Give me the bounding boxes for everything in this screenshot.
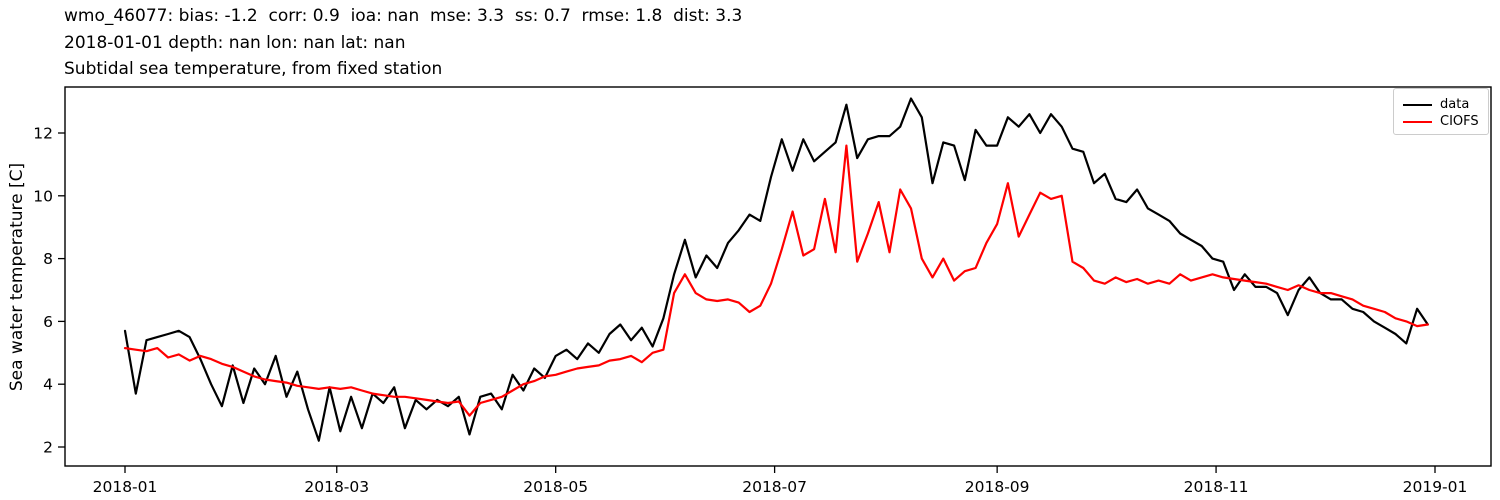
y-tick-label: 10 bbox=[33, 187, 53, 205]
legend: data CIOFS bbox=[1393, 88, 1489, 135]
axes-frame bbox=[64, 86, 1492, 467]
x-tick-label: 2018-05 bbox=[523, 478, 588, 496]
y-tick-label: 6 bbox=[43, 313, 53, 331]
title-station-meta: 2018-01-01 depth: nan lon: nan lat: nan bbox=[64, 32, 406, 53]
title-variable: Subtidal sea temperature, from fixed sta… bbox=[64, 59, 443, 79]
legend-entry-ciofs: CIOFS bbox=[1403, 113, 1488, 130]
x-tick-label: 2018-07 bbox=[742, 478, 807, 496]
legend-label-ciofs: CIOFS bbox=[1440, 114, 1479, 129]
series-line-data bbox=[123, 97, 1429, 442]
legend-line-ciofs bbox=[1403, 120, 1432, 123]
x-tick-label: 2019-01 bbox=[1403, 478, 1468, 496]
title-block: wmo_46077: bias: -1.2 corr: 0.9 ioa: nan… bbox=[64, 3, 742, 83]
x-tick-label: 2018-09 bbox=[965, 478, 1030, 496]
legend-label-data: data bbox=[1440, 97, 1470, 112]
y-tick-label: 4 bbox=[43, 376, 53, 394]
title-metrics: wmo_46077: bias: -1.2 corr: 0.9 ioa: nan… bbox=[64, 6, 743, 26]
legend-entry-data: data bbox=[1403, 96, 1488, 113]
x-tick-label: 2018-11 bbox=[1184, 478, 1249, 496]
y-tick-label: 12 bbox=[33, 125, 53, 143]
y-tick-label: 8 bbox=[43, 250, 53, 268]
x-tick-label: 2018-03 bbox=[304, 478, 369, 496]
x-tick-label: 2018-01 bbox=[93, 478, 158, 496]
legend-line-data bbox=[1403, 103, 1432, 106]
series-line-ciofs bbox=[123, 144, 1429, 417]
y-tick-label: 2 bbox=[43, 439, 53, 457]
y-axis-label: Sea water temperature [C] bbox=[7, 162, 27, 392]
